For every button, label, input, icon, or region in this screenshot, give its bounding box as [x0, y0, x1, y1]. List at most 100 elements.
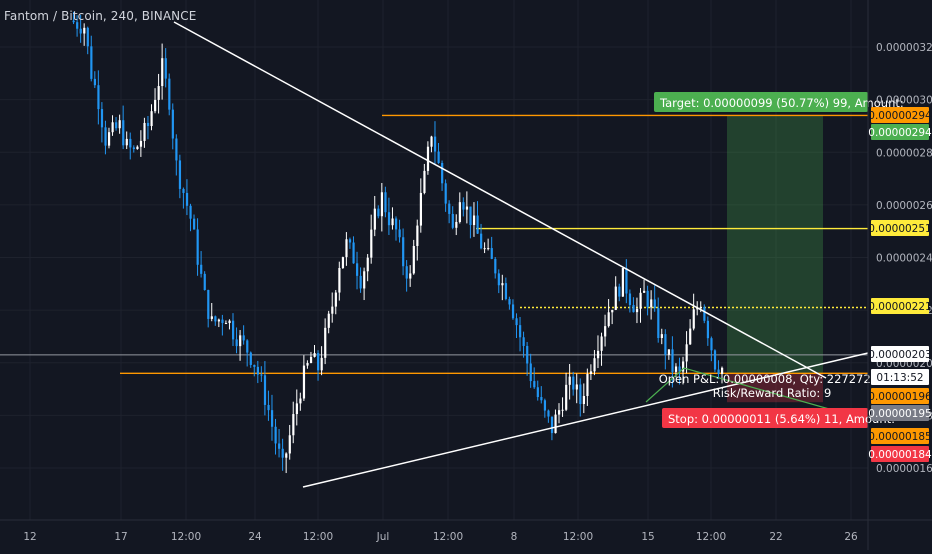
stop-label-text: Stop: 0.00000011 (5.64%) 11, Amount:: [668, 412, 895, 426]
time-tick-label: 12:00: [563, 531, 593, 543]
candle-body: [193, 218, 196, 230]
candle-body: [267, 404, 270, 411]
candle-body: [90, 46, 93, 79]
trendline-ascending: [302, 352, 869, 488]
axis-badge-label-185: 0.00000185: [868, 428, 932, 444]
candle-body: [132, 147, 135, 150]
candle-body: [589, 371, 593, 375]
candle-body: [391, 218, 394, 226]
candle-body: [717, 369, 720, 374]
candle-body: [667, 349, 671, 355]
candle-body: [632, 304, 635, 313]
time-axis[interactable]: 12 17 12:00 24 12:00 Jul 12:00 8 12:00 15 12:00 22 2…: [0, 519, 932, 543]
time-tick-label: 22: [769, 531, 782, 543]
candle-body: [295, 403, 298, 415]
candle-body: [586, 374, 589, 397]
profit-zone: [727, 115, 823, 374]
candle-body: [228, 320, 231, 324]
candle-body: [628, 293, 632, 305]
candle-body: [416, 225, 419, 246]
candle-body: [150, 111, 153, 127]
axis-badge-text: 0.00000184: [868, 449, 932, 461]
axis-badge-text: 0.00000221: [868, 301, 931, 313]
price-axis[interactable]: 0.000001600.000001800.000002000.00000220…: [867, 0, 932, 550]
candle-body: [263, 375, 267, 405]
candle-body: [540, 397, 543, 401]
candle-body: [302, 365, 306, 399]
time-tick-label: 12:00: [171, 531, 201, 543]
candle-body: [607, 312, 610, 327]
candle-body: [366, 257, 369, 272]
candle-body: [196, 229, 199, 265]
candle-body: [207, 290, 210, 319]
candle-body: [565, 384, 568, 410]
candle-body: [356, 263, 359, 276]
candle-body: [288, 435, 291, 454]
axis-badge-bg: [871, 388, 929, 404]
candle-body: [710, 338, 713, 351]
candle-body: [713, 350, 717, 370]
candle-body: [483, 248, 486, 250]
axis-badge-bg: [871, 446, 929, 462]
axis-badge-label-294-b: 0.00000294: [868, 124, 932, 140]
candle-body: [519, 325, 522, 338]
candle-body: [550, 416, 554, 434]
candle-body: [334, 292, 337, 307]
axis-badge-text: 0.00000294: [868, 110, 932, 122]
candle-body: [465, 206, 469, 210]
candle-body: [430, 136, 433, 147]
candle-body: [171, 109, 174, 139]
candle-body: [317, 353, 320, 371]
axis-badge-bg: [871, 346, 929, 362]
candle-body: [185, 192, 189, 206]
candle-body: [175, 138, 178, 161]
candle-body: [423, 170, 426, 193]
candle-body: [164, 58, 167, 79]
candle-body: [178, 160, 182, 189]
candle-body: [395, 218, 398, 230]
pnl-label: Open P&L: 0.00000008, Qty: 22727272: [659, 372, 886, 386]
position-outline: [645, 367, 869, 421]
candle-body: [579, 384, 582, 405]
candle-body: [664, 334, 667, 355]
candle-body: [402, 237, 405, 267]
axis-badge-bg: [871, 107, 929, 123]
candle-body: [490, 248, 493, 259]
time-tick-label: 26: [844, 531, 858, 543]
candle-body: [604, 326, 607, 337]
symbol-title: Fantom / Bitcoin, 240, BINANCE: [4, 9, 197, 23]
candle-body: [338, 268, 341, 293]
candle-body: [76, 22, 79, 29]
candle-body: [419, 192, 423, 226]
candle-body: [611, 309, 614, 313]
position-labels: Target: 0.00000099 (50.77%) 99, Amount: S…: [654, 92, 904, 428]
candle-body: [313, 353, 316, 357]
candle-body: [533, 381, 536, 388]
candle-body: [543, 400, 547, 411]
candle-body: [129, 138, 132, 148]
axis-badge-text: 0.00000203: [868, 349, 931, 361]
candle-body: [136, 146, 139, 150]
time-tick-label: 24: [248, 531, 262, 543]
time-tick-label: 12:00: [303, 531, 333, 543]
candle-body: [582, 396, 586, 405]
candle-body: [83, 27, 86, 34]
candle-body: [309, 356, 313, 363]
candle-body: [203, 273, 206, 291]
time-tick-label: 8: [511, 531, 518, 543]
candle-body: [348, 239, 352, 243]
axis-badge-bg: [871, 124, 929, 140]
candle-body: [646, 290, 649, 308]
axis-badge-label-184: 0.00000184: [868, 446, 932, 462]
candle-body: [370, 229, 373, 258]
axis-badge-label-251: 0.00000251: [868, 220, 932, 236]
candle-body: [182, 188, 185, 193]
axis-badge-bg: [871, 369, 929, 385]
candle-body: [324, 327, 327, 358]
axis-badge-bg: [871, 298, 929, 314]
candle-body: [497, 273, 500, 286]
candle-body: [494, 258, 497, 274]
